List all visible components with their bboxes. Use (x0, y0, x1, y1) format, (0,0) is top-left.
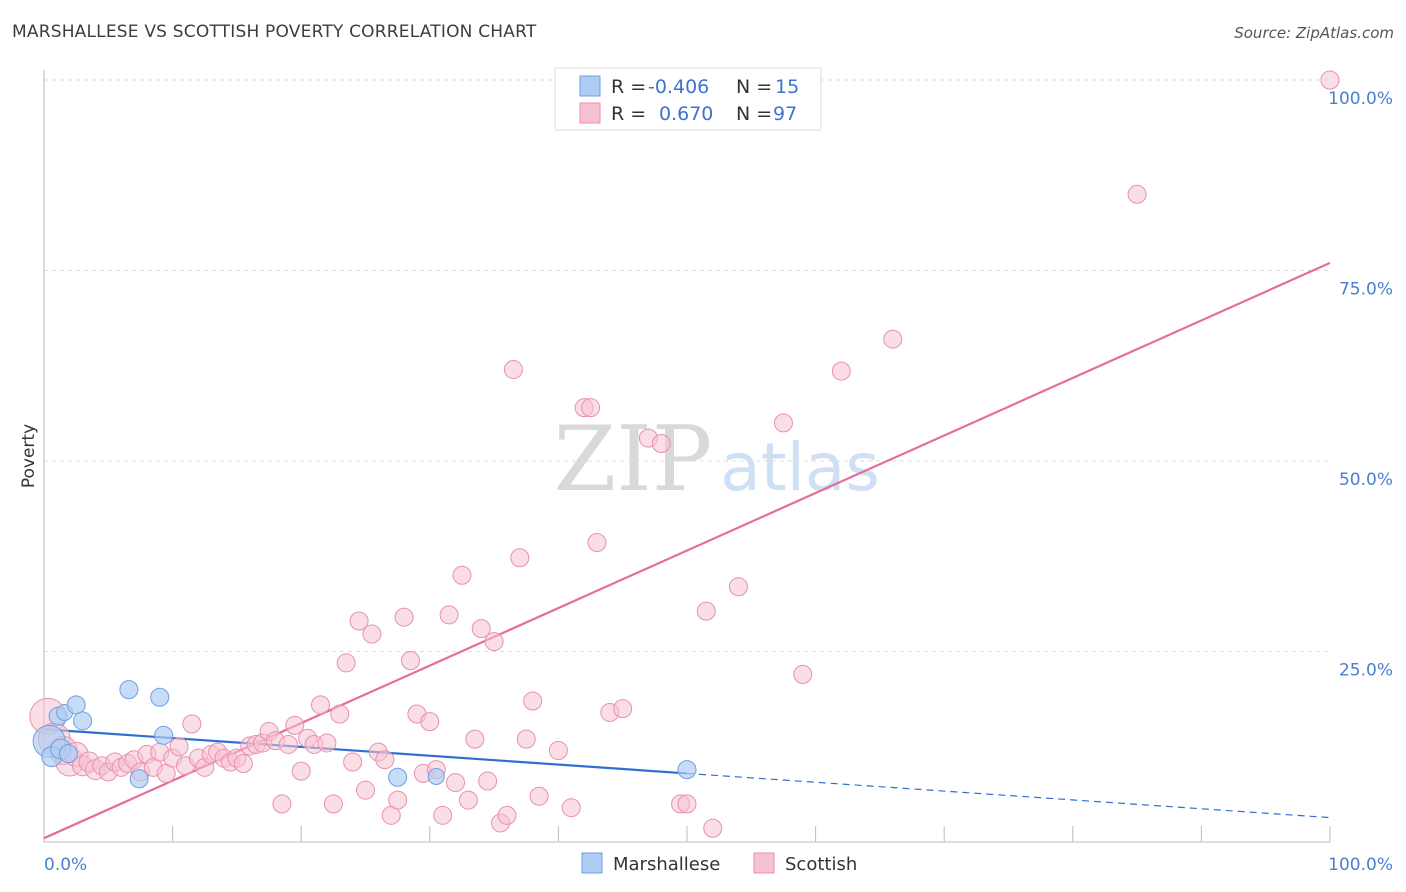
scottish-point[interactable] (703, 818, 723, 838)
y-axis-title: Poverty (19, 424, 39, 488)
watermark-atlas: atlas (720, 429, 880, 506)
scottish-point[interactable] (484, 632, 504, 652)
marshallese-point[interactable] (427, 767, 445, 785)
scottish-point[interactable] (272, 794, 292, 814)
marshallese-point[interactable] (58, 744, 78, 764)
scottish-point[interactable] (529, 786, 549, 806)
scottish-point[interactable] (291, 761, 311, 781)
gridlines (44, 79, 1330, 652)
scottish-point[interactable] (613, 699, 633, 719)
marshallese-r-value: -0.406 (648, 76, 709, 98)
y-tick-label: 50.0% (1339, 470, 1393, 490)
scottish-point[interactable] (773, 413, 793, 433)
scottish-point[interactable] (516, 729, 536, 749)
scottish-point[interactable] (182, 714, 202, 734)
scottish-point[interactable] (503, 360, 523, 380)
scottish-point[interactable] (677, 794, 697, 814)
scottish-point[interactable] (375, 750, 395, 770)
scottish-point[interactable] (831, 361, 851, 381)
scottish-point[interactable] (323, 794, 343, 814)
scottish-n-label: N = (736, 103, 772, 125)
scottish-swatch (579, 102, 601, 124)
x-tick-label-min: 0.0% (44, 855, 87, 875)
x-tick-label-max: 100.0% (1328, 855, 1393, 875)
stats-legend: R = -0.406 N = 15 R = 0.670 N = 97 (554, 67, 822, 131)
marshallese-n-value: 15 (775, 76, 799, 98)
scottish-r-value: 0.670 (659, 103, 713, 125)
scottish-point[interactable] (169, 737, 189, 757)
scottish-point[interactable] (465, 729, 485, 749)
marshallese-swatch (579, 75, 601, 97)
y-tick-label: 75.0% (1339, 280, 1393, 300)
marshallese-point[interactable] (154, 725, 174, 745)
scottish-point[interactable] (433, 805, 453, 825)
scottish-r-label: R = (611, 103, 646, 125)
scottish-point[interactable] (523, 691, 543, 711)
scottish-point[interactable] (278, 734, 298, 754)
legend-scottish-label[interactable]: Scottish (785, 854, 857, 875)
legend-scottish-swatch[interactable] (753, 852, 775, 874)
scottish-point[interactable] (310, 695, 330, 715)
legend-marshallese-swatch[interactable] (581, 852, 603, 874)
y-tick-label: 100.0% (1328, 89, 1393, 109)
chart-title: MARSHALLESE VS SCOTTISH POVERTY CORRELAT… (12, 22, 537, 42)
scottish-point[interactable] (471, 619, 491, 639)
scottish-point[interactable] (587, 533, 607, 553)
marshallese-point[interactable] (388, 767, 408, 787)
marshallese-trendline (43, 728, 688, 775)
scottish-n-value: 97 (773, 103, 797, 125)
marshallese-point[interactable] (119, 680, 139, 700)
scottish-point[interactable] (1127, 184, 1147, 204)
scottish-point[interactable] (497, 805, 517, 825)
scottish-point[interactable] (439, 605, 459, 625)
marshallese-trendline-extension (686, 772, 1331, 819)
scottish-point[interactable] (446, 773, 466, 793)
watermark-zip: ZIP (554, 407, 713, 512)
marshallese-point[interactable] (129, 769, 149, 789)
marshallese-point[interactable] (677, 760, 697, 780)
y-tick-label: 25.0% (1339, 661, 1393, 681)
scottish-points (29, 70, 1340, 838)
scottish-point[interactable] (510, 548, 530, 568)
scottish-point[interactable] (1320, 70, 1340, 90)
scottish-point[interactable] (401, 651, 421, 671)
marshallese-point[interactable] (66, 695, 86, 715)
scottish-point[interactable] (728, 577, 748, 597)
scottish-point[interactable] (458, 790, 478, 810)
scottish-point[interactable] (561, 798, 581, 818)
scottish-point[interactable] (478, 771, 498, 791)
scottish-point[interactable] (317, 733, 337, 753)
scottish-point[interactable] (883, 329, 903, 349)
series-legend[interactable]: Marshallese Scottish (581, 852, 857, 875)
source-credit: Source: ZipAtlas.com (1234, 24, 1394, 42)
scottish-point[interactable] (581, 398, 601, 418)
scottish-point[interactable] (548, 741, 568, 761)
scottish-point[interactable] (285, 715, 305, 735)
scottish-point[interactable] (420, 712, 440, 732)
scottish-point[interactable] (452, 565, 472, 585)
scottish-point[interactable] (349, 611, 369, 631)
scottish-point[interactable] (356, 780, 375, 800)
x-tick-labels: 0.0% 100.0% (44, 855, 1393, 875)
scottish-point[interactable] (330, 704, 350, 724)
scottish-point[interactable] (362, 624, 382, 644)
y-tick-labels: 25.0% 50.0% 75.0% 100.0% (1328, 89, 1393, 681)
scottish-point[interactable] (651, 433, 671, 453)
x-ticks (43, 826, 1331, 842)
marshallese-point[interactable] (73, 711, 93, 731)
marshallese-point[interactable] (150, 687, 170, 707)
marshallese-r-label: R = (611, 76, 646, 98)
scottish-point[interactable] (336, 653, 356, 673)
marshallese-n-label: N = (736, 76, 772, 98)
marshallese-points (32, 680, 697, 789)
scottish-point[interactable] (233, 754, 253, 774)
scottish-point[interactable] (696, 601, 716, 621)
legend-marshallese-label[interactable]: Marshallese (613, 854, 720, 875)
scottish-point[interactable] (388, 790, 408, 810)
scottish-point[interactable] (394, 607, 414, 627)
scottish-point[interactable] (793, 664, 813, 684)
scottish-point[interactable] (343, 752, 363, 772)
